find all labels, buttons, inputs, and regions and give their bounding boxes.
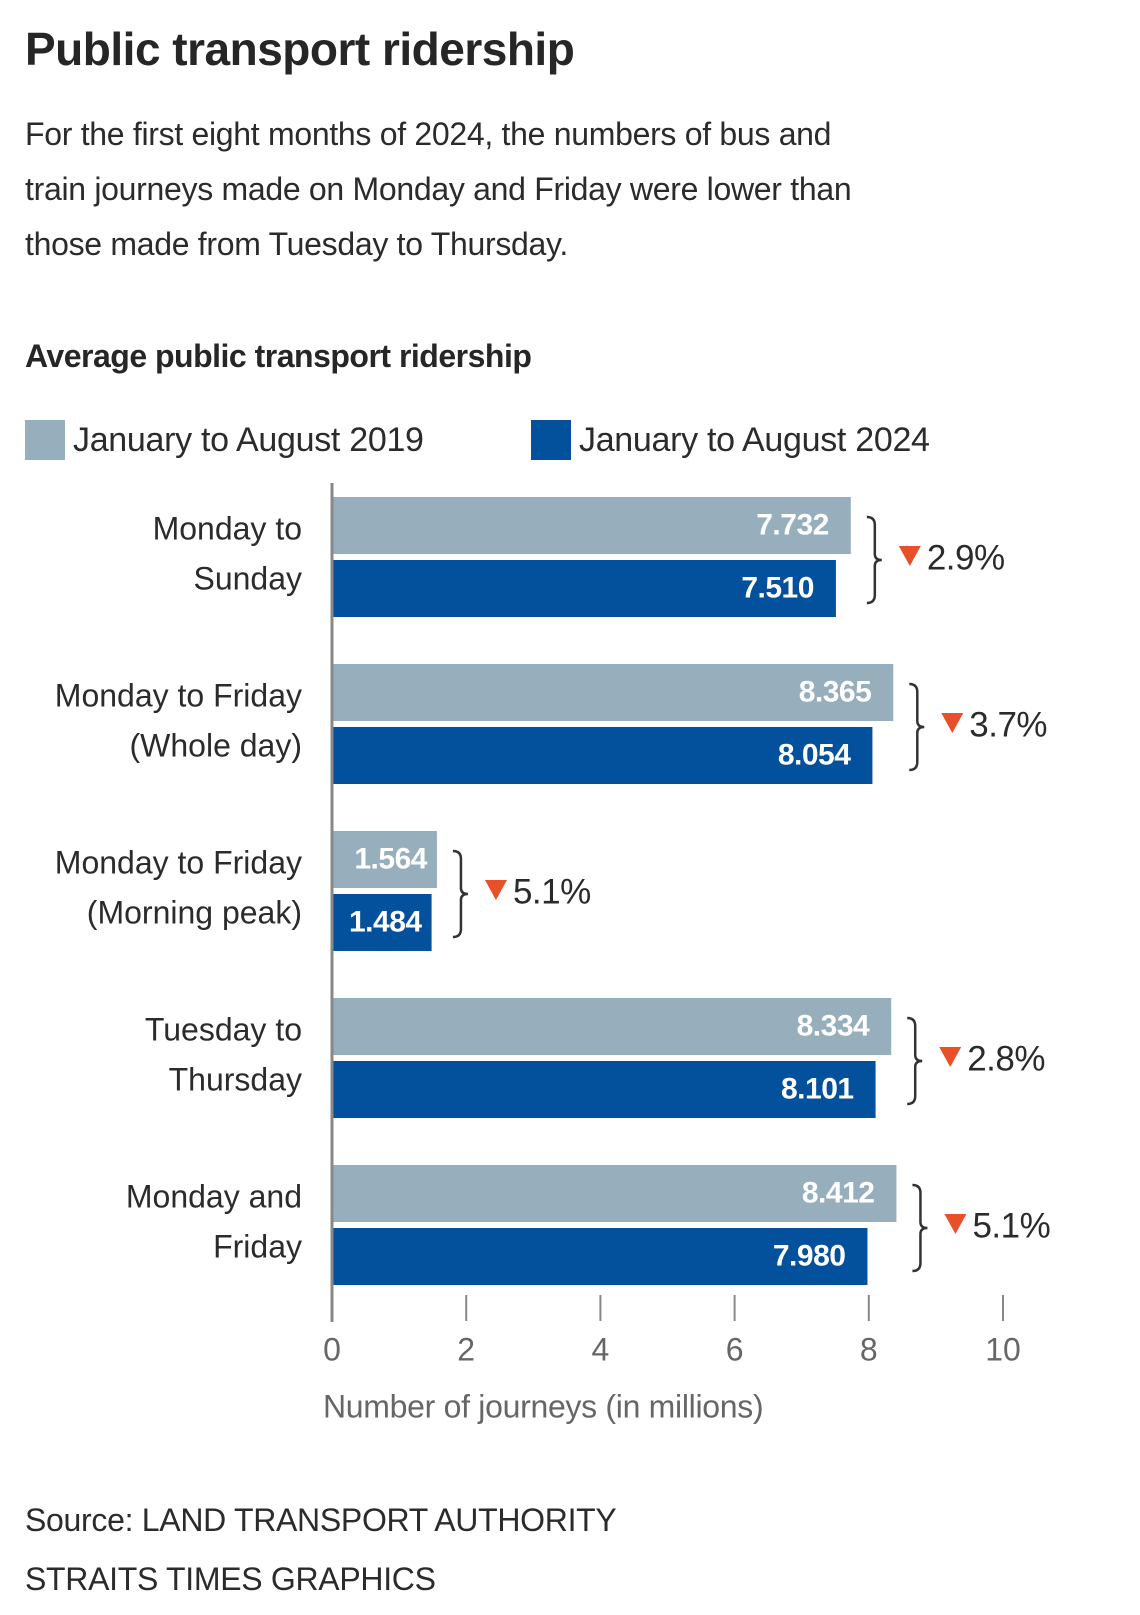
data-label: 8.334 <box>797 1009 870 1042</box>
data-label: 8.054 <box>778 738 851 771</box>
category-label: (Morning peak) <box>87 894 302 930</box>
down-arrow-icon <box>944 1214 967 1234</box>
category-label: Monday and <box>126 1178 302 1214</box>
data-label: 7.980 <box>773 1239 846 1272</box>
down-arrow-icon <box>939 1047 962 1067</box>
down-arrow-icon <box>941 713 964 733</box>
bar-2019 <box>332 831 437 888</box>
category-label: Monday to Friday <box>55 677 302 713</box>
brace <box>912 1183 928 1273</box>
down-arrow-icon <box>484 880 507 900</box>
bar-2019 <box>332 497 851 554</box>
legend-swatch-2024 <box>531 420 571 460</box>
data-label: 7.732 <box>756 508 829 541</box>
subtitle-line-2: train journeys made on Monday and Friday… <box>25 171 852 207</box>
x-tick-label: 8 <box>860 1331 878 1367</box>
down-arrow-icon <box>898 546 921 566</box>
data-label: 8.365 <box>799 675 872 708</box>
source-note: Source: LAND TRANSPORT AUTHORITY <box>25 1502 617 1538</box>
x-tick-label: 2 <box>457 1331 475 1367</box>
legend-swatch-2019 <box>25 420 65 460</box>
legend-item-2019: January to August 2019 <box>25 420 424 460</box>
change-label: 5.1% <box>513 872 591 911</box>
x-tick-label: 0 <box>323 1331 341 1367</box>
credit-note: STRAITS TIMES GRAPHICS <box>25 1561 436 1597</box>
legend-label-2019: January to August 2019 <box>73 420 424 459</box>
brace <box>907 1016 923 1106</box>
change-label: 5.1% <box>972 1206 1050 1245</box>
x-tick-label: 10 <box>985 1331 1021 1367</box>
bar-2024 <box>332 560 836 617</box>
data-label: 7.510 <box>741 571 814 604</box>
x-tick-label: 4 <box>592 1331 610 1367</box>
x-tick-label: 6 <box>726 1331 744 1367</box>
data-label: 1.564 <box>354 842 427 875</box>
legend-item-2024: January to August 2024 <box>531 420 930 460</box>
change-label: 2.9% <box>927 538 1005 577</box>
change-label: 2.8% <box>967 1039 1045 1078</box>
bar-2024 <box>332 1228 868 1285</box>
bar-2019 <box>332 1165 897 1222</box>
brace <box>909 682 925 772</box>
bar-2024 <box>332 727 873 784</box>
data-label: 8.412 <box>802 1176 875 1209</box>
bar-2019 <box>332 664 894 721</box>
brace <box>452 849 469 939</box>
bar-2024 <box>332 1061 876 1118</box>
subtitle-line-1: For the first eight months of 2024, the … <box>25 116 832 152</box>
chart-title: Average public transport ridership <box>25 338 532 374</box>
page-title: Public transport ridership <box>25 23 575 75</box>
legend-label-2024: January to August 2024 <box>579 420 930 459</box>
subtitle-line-3: those made from Tuesday to Thursday. <box>25 226 568 262</box>
category-label: Sunday <box>193 560 302 596</box>
data-label: 1.484 <box>349 905 422 938</box>
brace <box>866 515 882 605</box>
category-label: (Whole day) <box>130 727 303 763</box>
category-label: Monday to <box>153 510 302 546</box>
change-label: 3.7% <box>969 705 1047 744</box>
bar-2024 <box>332 894 432 951</box>
category-label: Friday <box>213 1228 302 1264</box>
x-axis-label: Number of journeys (in millions) <box>323 1388 763 1424</box>
category-label: Tuesday to <box>145 1011 302 1047</box>
category-label: Monday to Friday <box>55 844 302 880</box>
data-label: 8.101 <box>781 1072 854 1105</box>
category-label: Thursday <box>169 1061 302 1097</box>
bar-2019 <box>332 998 892 1055</box>
